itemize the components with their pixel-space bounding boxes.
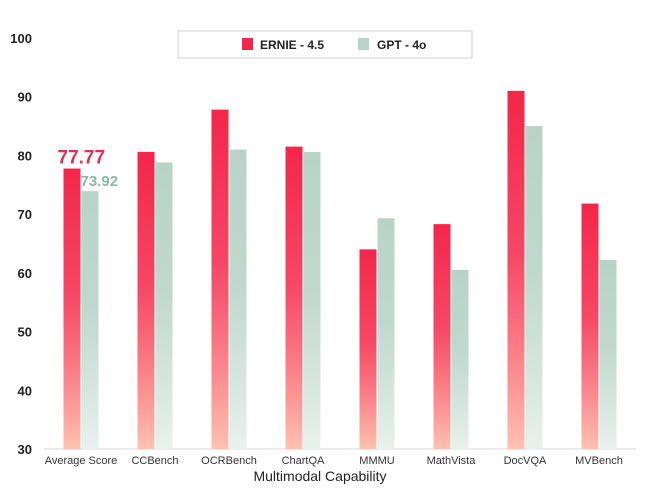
bar-gpt-mmmu [377,218,395,449]
bar-gpt-mvbench [599,259,617,449]
bar-gpt-chartqa [303,151,321,450]
bar-ernie-average-score [63,168,81,449]
x-tick-label: DocVQA [504,455,547,467]
bar-ernie-mvbench [581,203,599,449]
bar-gpt-average-score [81,191,99,449]
legend-box [177,30,473,59]
bar-ernie-ccbench [137,151,155,450]
bar-ernie-ocrbench [211,109,229,449]
bar-ernie-mathvista [433,224,451,449]
x-tick-label: Average Score [45,455,118,467]
y-tick-label: 50 [18,325,32,340]
legend-swatch [242,38,253,50]
bar-gpt-ccbench [155,162,173,449]
x-axis-title: Multimodal Capability [253,468,386,484]
x-tick-label: MVBench [575,455,623,467]
bar-layer [63,90,617,450]
bar-ernie-docvqa [507,90,525,449]
x-tick-label: CCBench [131,455,178,467]
y-tick-label: 70 [18,207,32,222]
legend-swatch [358,38,369,50]
y-tick-label: 80 [18,148,32,163]
bar-ernie-mmmu [359,249,377,449]
bar-ernie-chartqa [285,146,303,449]
y-tick-label: 60 [18,266,32,281]
y-tick-label: 90 [18,90,32,105]
x-tick-label: MathVista [427,455,477,467]
y-tick-label: 40 [18,383,32,398]
x-tick-label: ChartQA [282,455,325,467]
label-layer: Average Score CCBench OCRBench ChartQA MMMU M… [45,148,623,467]
data-label: 73.92 [81,173,119,190]
bar-gpt-mathvista [451,269,469,449]
data-label: 77.77 [58,148,106,169]
x-tick-label: OCRBench [201,455,257,467]
legend: ERNIE - 4.5 GPT - 4o [177,30,473,59]
y-tick-label: 30 [18,442,32,457]
bar-gpt-docvqa [525,126,543,450]
y-tick-label: 100 [10,31,32,46]
legend-label: ERNIE - 4.5 [260,38,324,52]
x-tick-label: MMMU [359,455,394,467]
bar-gpt-ocrbench [229,149,247,450]
legend-label: GPT - 4o [377,38,426,52]
